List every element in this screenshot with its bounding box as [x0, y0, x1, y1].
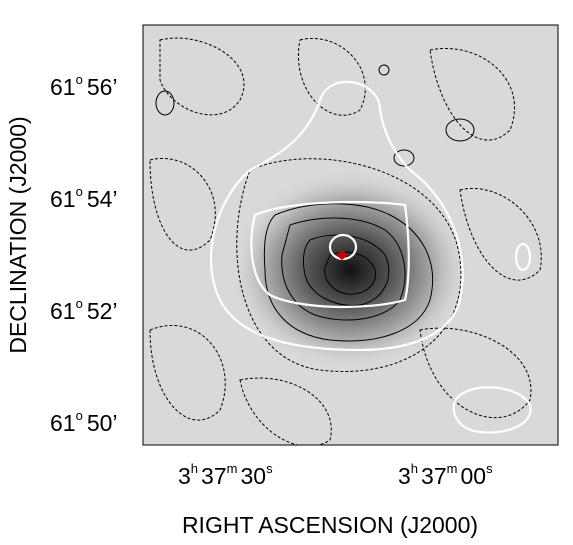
label-part: 61 [50, 298, 76, 324]
label-part: o [76, 72, 83, 87]
label-part: 00 [460, 463, 486, 489]
label-part: 50’ [87, 410, 118, 436]
x-tick-label: 3h 37m 30s [178, 461, 273, 489]
map [143, 25, 558, 445]
label-part: o [76, 296, 83, 311]
label-part: 56’ [87, 74, 118, 100]
plot-frame [142, 24, 559, 446]
x-ticks: 3h 37m 30s 3h 37m 00s [178, 461, 493, 489]
label-part: 37 [421, 463, 447, 489]
label-part: s [266, 461, 273, 476]
label-part: m [447, 461, 458, 476]
label-part: 30 [240, 463, 266, 489]
x-tick-label: 3h 37m 00s [398, 461, 493, 489]
label-part: m [227, 461, 238, 476]
label-part: 61 [50, 410, 76, 436]
y-tick-label: 61o 52’ [50, 296, 118, 324]
label-part: o [76, 408, 83, 423]
label-part: 52’ [87, 298, 118, 324]
y-tick-label: 61o 54’ [50, 184, 118, 212]
y-axis-label: DECLINATION (J2000) [5, 116, 31, 353]
label-part: 61 [50, 74, 76, 100]
label-part: 61 [50, 186, 76, 212]
label-part: o [76, 184, 83, 199]
label-part: h [191, 461, 198, 476]
x-axis-label: RIGHT ASCENSION (J2000) [182, 512, 478, 538]
label-part: 3 [398, 463, 411, 489]
label-part: h [411, 461, 418, 476]
y-ticks: 61o 56’ 61o 54’ 61o 52’ 61o 50’ [50, 72, 118, 436]
label-part: s [486, 461, 493, 476]
y-tick-label: 61o 56’ [50, 72, 118, 100]
y-tick-label: 61o 50’ [50, 408, 118, 436]
label-part: 3 [178, 463, 191, 489]
label-part: 54’ [87, 186, 118, 212]
label-part: 37 [201, 463, 227, 489]
